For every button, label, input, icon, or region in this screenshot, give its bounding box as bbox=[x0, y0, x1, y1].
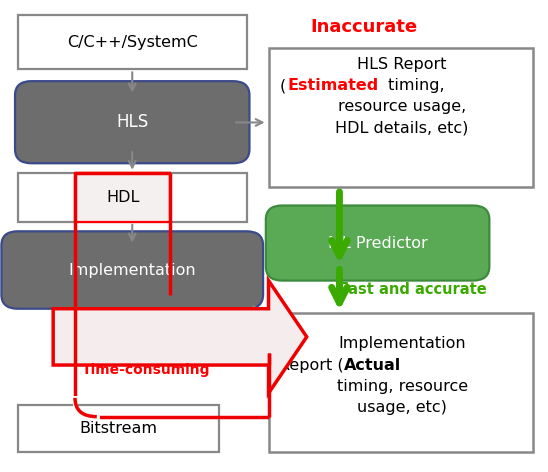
FancyBboxPatch shape bbox=[269, 313, 533, 452]
Text: ML Predictor: ML Predictor bbox=[328, 236, 427, 251]
Text: Time-consuming: Time-consuming bbox=[82, 362, 210, 377]
Text: (: ( bbox=[279, 78, 286, 93]
Text: resource usage,: resource usage, bbox=[338, 100, 466, 115]
FancyBboxPatch shape bbox=[266, 205, 489, 280]
Text: Inaccurate: Inaccurate bbox=[310, 18, 418, 36]
Text: HDL details, etc): HDL details, etc) bbox=[335, 120, 469, 135]
Text: timing, resource: timing, resource bbox=[336, 379, 467, 394]
Text: C/C++/SystemC: C/C++/SystemC bbox=[67, 35, 198, 50]
FancyBboxPatch shape bbox=[18, 173, 247, 222]
FancyBboxPatch shape bbox=[15, 81, 249, 163]
Text: HLS: HLS bbox=[116, 113, 149, 131]
FancyBboxPatch shape bbox=[269, 48, 533, 187]
Text: Bitstream: Bitstream bbox=[79, 421, 158, 436]
Text: Fast and accurate: Fast and accurate bbox=[339, 282, 487, 297]
Text: Report (: Report ( bbox=[279, 357, 344, 372]
Text: Implementation: Implementation bbox=[68, 262, 196, 278]
Text: Actual: Actual bbox=[344, 357, 401, 372]
Polygon shape bbox=[53, 280, 307, 393]
Text: HLS Report: HLS Report bbox=[357, 57, 447, 72]
FancyBboxPatch shape bbox=[2, 231, 263, 309]
Text: timing,: timing, bbox=[383, 78, 444, 93]
Text: Implementation: Implementation bbox=[338, 337, 466, 352]
Text: usage, etc): usage, etc) bbox=[357, 400, 447, 415]
FancyBboxPatch shape bbox=[18, 405, 220, 452]
Text: HDL: HDL bbox=[106, 190, 139, 205]
FancyBboxPatch shape bbox=[75, 173, 170, 222]
Text: Estimated: Estimated bbox=[288, 78, 379, 93]
FancyBboxPatch shape bbox=[18, 16, 247, 69]
